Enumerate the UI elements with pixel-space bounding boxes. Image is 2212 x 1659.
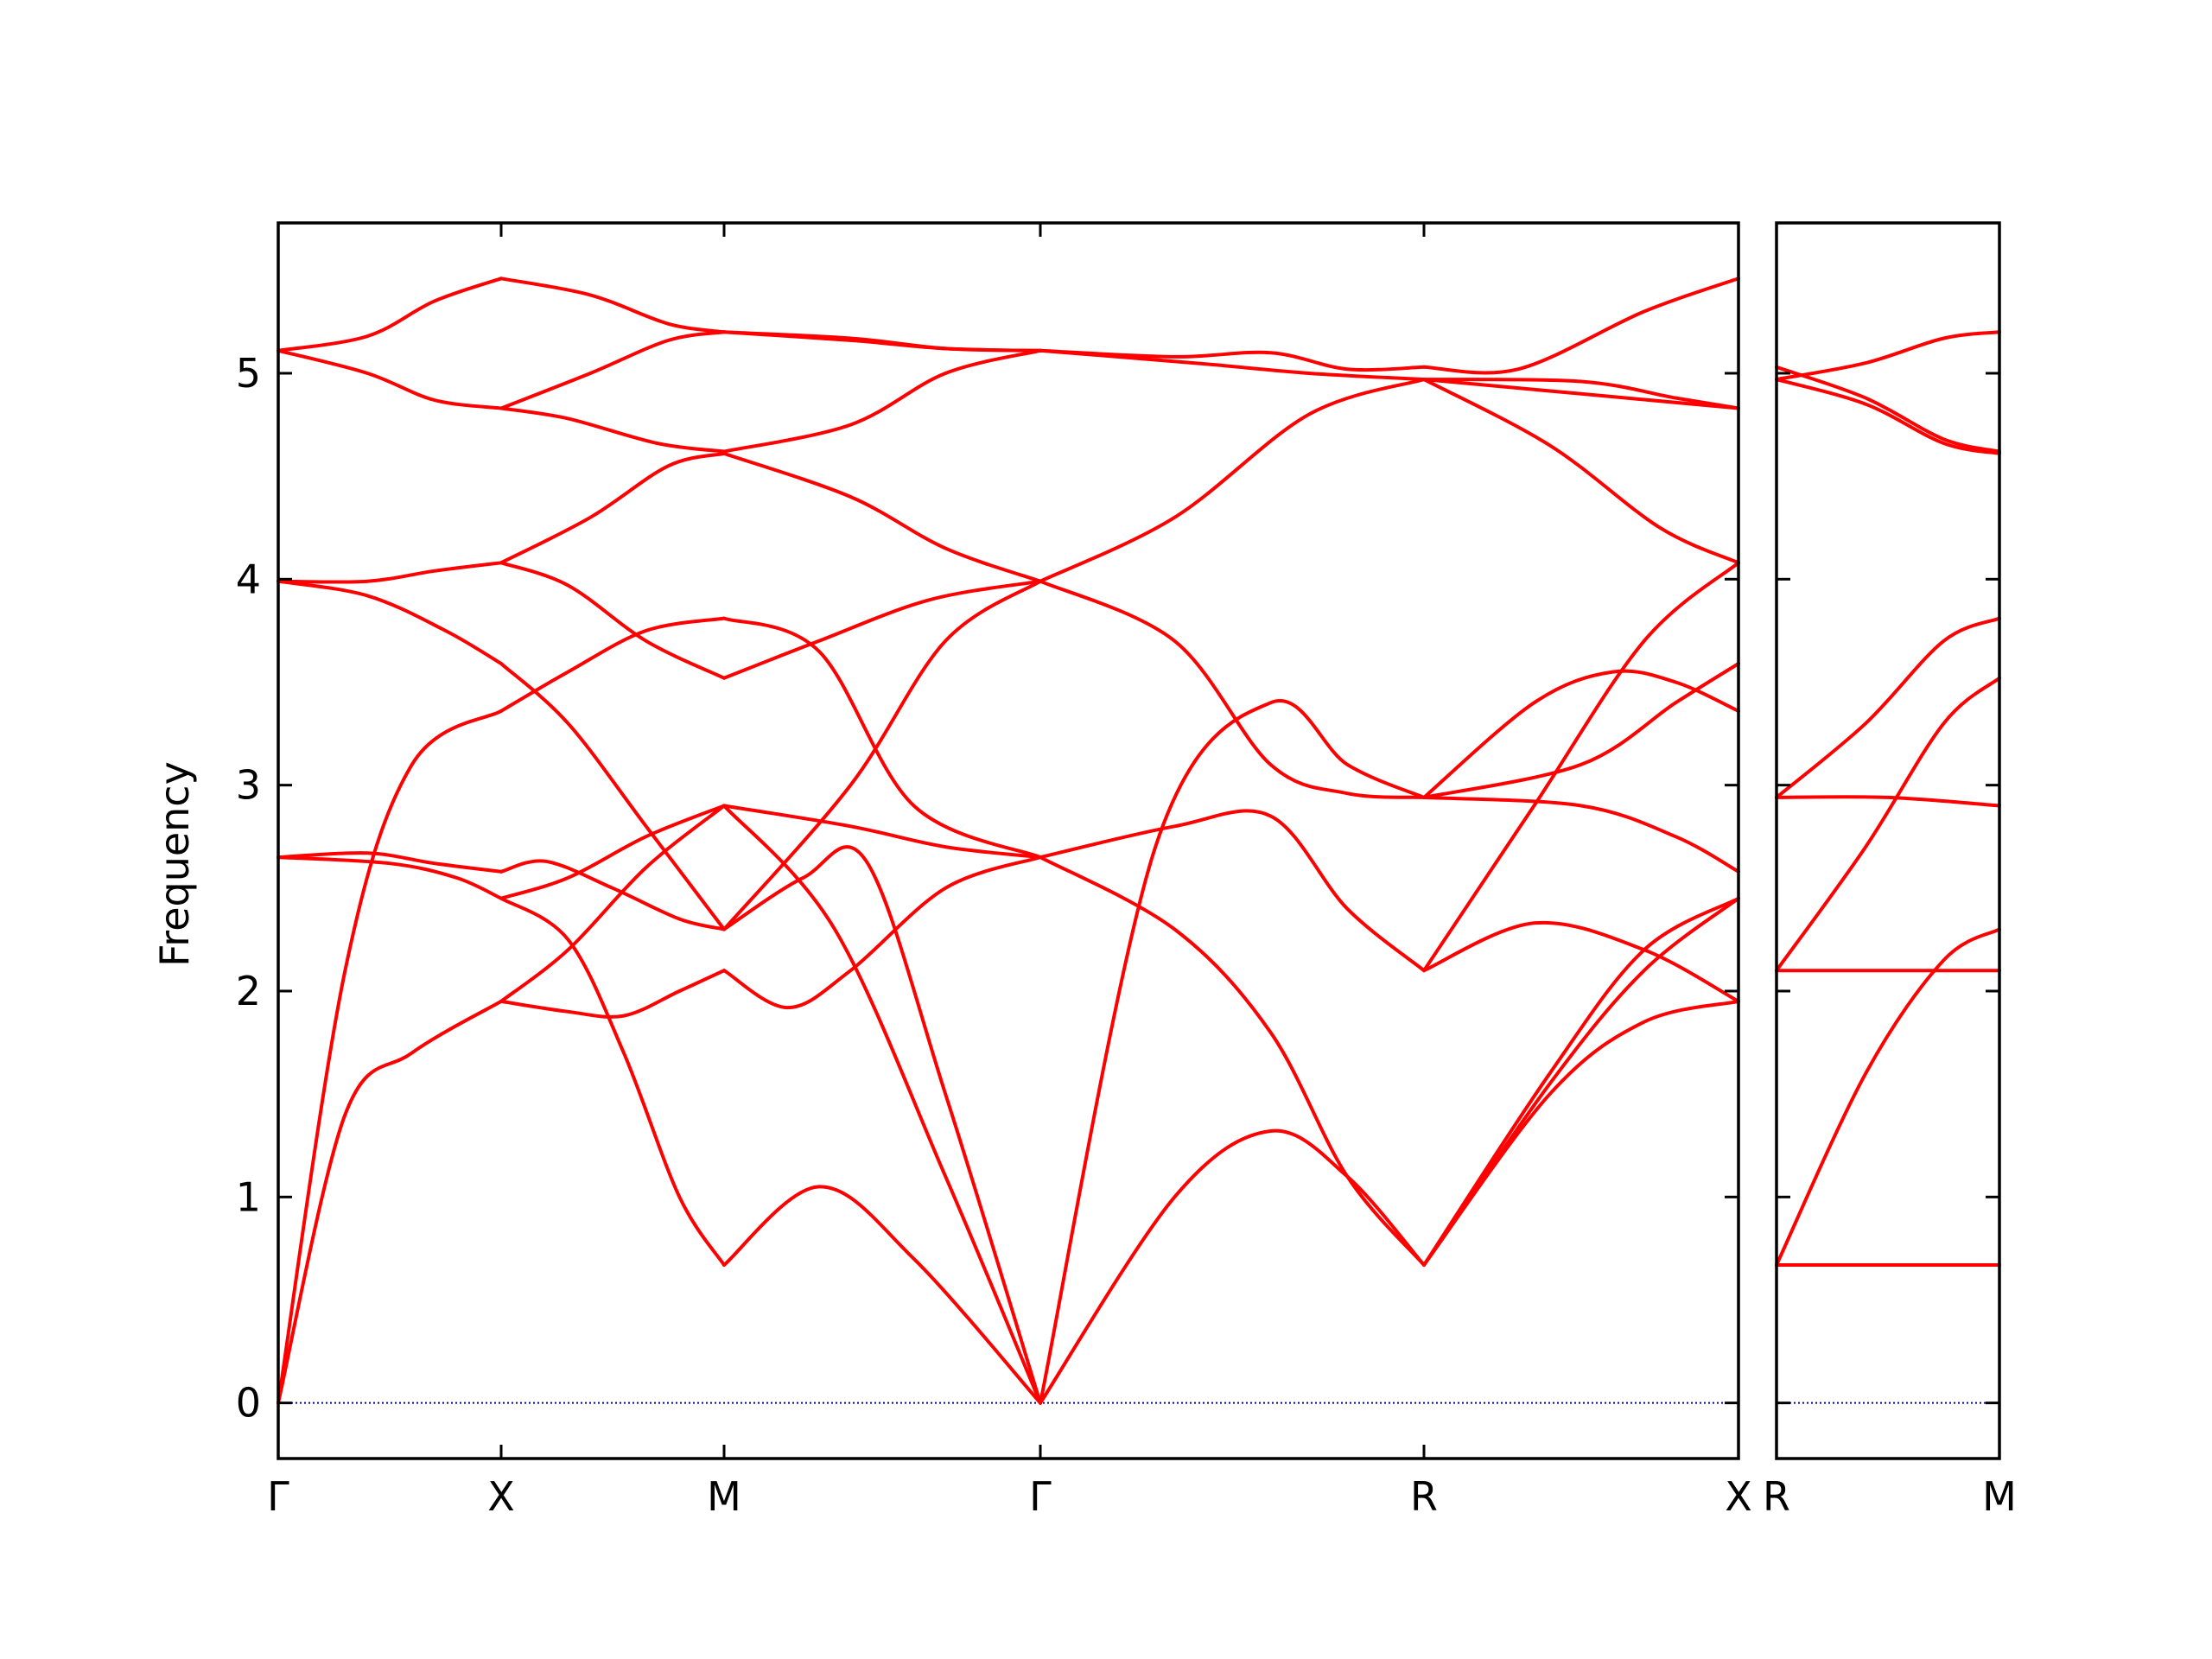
plot-frame bbox=[276, 221, 1740, 1460]
band-main-seg3-1 bbox=[1039, 855, 1426, 1267]
band-main-seg4-8 bbox=[1422, 378, 1740, 565]
band-main-seg4-2 bbox=[1422, 896, 1740, 1267]
band-main-seg1-8 bbox=[499, 451, 726, 565]
band-main-seg2-6 bbox=[722, 579, 1042, 680]
x-tick-label: X bbox=[487, 1473, 515, 1520]
band-main-seg0-3 bbox=[276, 855, 503, 900]
band-main-seg2-11 bbox=[722, 330, 1042, 353]
y-tick-label: 5 bbox=[236, 350, 261, 397]
x-tick-label: X bbox=[1725, 1473, 1752, 1520]
band-main-seg4-3 bbox=[1422, 920, 1740, 1003]
x-tick-label: Γ bbox=[267, 1473, 289, 1520]
x-tick-label: R bbox=[1763, 1473, 1790, 1520]
band-side-seg0-5 bbox=[1775, 616, 2001, 799]
band-main-seg0-0 bbox=[276, 999, 503, 1405]
band-main-seg0-5 bbox=[276, 579, 503, 665]
band-main-seg2-0 bbox=[722, 1185, 1042, 1405]
band-side-seg0-1 bbox=[1775, 927, 2001, 1267]
band-main-seg1-2 bbox=[499, 859, 726, 931]
y-tick-label: 4 bbox=[236, 556, 261, 602]
y-tick-label: 0 bbox=[236, 1380, 261, 1427]
band-main-seg3-7 bbox=[1039, 348, 1426, 372]
band-main-seg1-7 bbox=[499, 561, 726, 680]
x-tick-label: R bbox=[1410, 1473, 1438, 1520]
band-main-seg1-3 bbox=[499, 804, 726, 900]
band-main-seg3-0 bbox=[1039, 1128, 1426, 1405]
band-main-seg1-4 bbox=[499, 804, 726, 1003]
y-tick-label: 3 bbox=[236, 762, 261, 809]
band-main-seg4-11 bbox=[1422, 276, 1740, 375]
x-tick-label: M bbox=[1982, 1473, 2017, 1520]
band-side-seg0-7 bbox=[1775, 365, 2001, 454]
band-main-seg1-0 bbox=[499, 969, 726, 1019]
band-main-seg4-5 bbox=[1422, 669, 1740, 799]
main-panel: Γ X M Γ R X 0 1 2 3 4 5 bbox=[236, 221, 1752, 1520]
band-main-seg4-7 bbox=[1422, 795, 1740, 874]
band-side-seg0-3 bbox=[1775, 676, 2001, 973]
band-main-seg3-3 bbox=[1039, 809, 1426, 973]
band-main-seg0-6 bbox=[276, 276, 503, 353]
band-main-seg0-4 bbox=[276, 561, 503, 584]
band-side-seg0-6 bbox=[1775, 378, 2001, 455]
band-main-seg1-9 bbox=[499, 406, 726, 454]
plot-frame bbox=[1775, 221, 2001, 1460]
x-tick-label: Γ bbox=[1029, 1473, 1052, 1520]
band-main-seg0-2 bbox=[276, 851, 503, 874]
band-main-seg4-9 bbox=[1422, 378, 1740, 410]
y-tick-label: 2 bbox=[236, 968, 261, 1014]
band-main-seg1-10 bbox=[499, 330, 726, 410]
band-main-seg0-7 bbox=[276, 348, 503, 410]
band-main-seg0-1 bbox=[276, 709, 503, 1405]
band-main-seg4-4 bbox=[1422, 561, 1740, 973]
band-main-seg3-2 bbox=[1039, 699, 1426, 1405]
band-main-seg1-11 bbox=[499, 276, 726, 334]
band-main-seg4-1 bbox=[1422, 896, 1740, 1267]
band-main-seg2-2 bbox=[722, 845, 1042, 1405]
y-tick-label: 1 bbox=[236, 1173, 261, 1220]
band-main-seg1-6 bbox=[499, 616, 726, 713]
band-main-seg2-9 bbox=[722, 348, 1042, 454]
band-main-seg2-4 bbox=[722, 579, 1042, 931]
band-main-seg2-5 bbox=[722, 804, 1042, 860]
band-main-seg1-1 bbox=[499, 896, 726, 1267]
x-tick-label: M bbox=[707, 1473, 741, 1520]
band-main-seg2-1 bbox=[722, 855, 1042, 1010]
band-main-seg3-5 bbox=[1039, 378, 1426, 583]
y-axis-label: Frequency bbox=[151, 761, 198, 967]
band-side-seg0-8 bbox=[1775, 330, 2001, 382]
band-side-seg0-4 bbox=[1775, 795, 2001, 808]
band-main-seg4-10 bbox=[1422, 378, 1740, 410]
band-main-seg2-7 bbox=[722, 616, 1042, 860]
band-main-seg2-8 bbox=[722, 451, 1042, 583]
band-main-seg3-4 bbox=[1039, 579, 1426, 799]
band-main-seg4-6 bbox=[1422, 662, 1740, 799]
